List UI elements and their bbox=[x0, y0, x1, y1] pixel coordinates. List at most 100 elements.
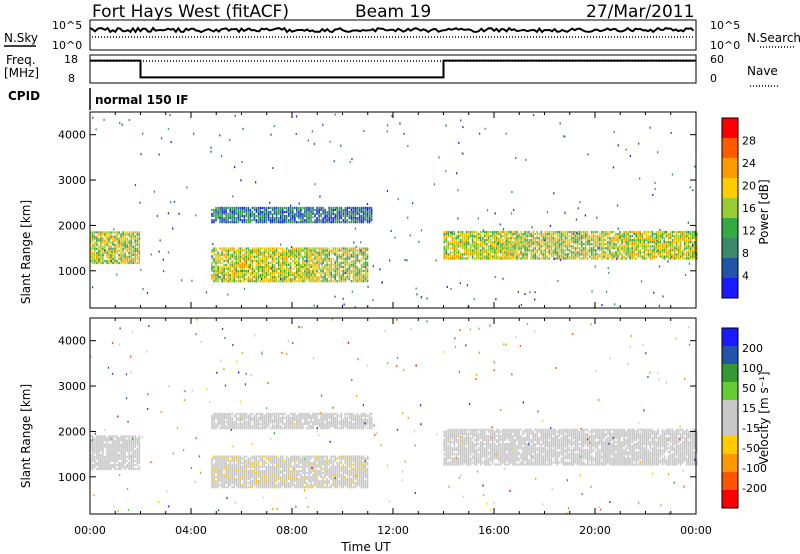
heatmap-cell-1 bbox=[235, 480, 237, 483]
heatmap-cell-0 bbox=[90, 447, 92, 450]
heatmap-cell-1 bbox=[245, 274, 248, 277]
heatmap-cell-2 bbox=[300, 215, 302, 218]
heatmap-cell-0 bbox=[108, 231, 110, 234]
heatmap-cell-4 bbox=[524, 230, 526, 234]
heatmap-cell-1 bbox=[304, 259, 306, 262]
heatmap-cell-2 bbox=[294, 217, 296, 220]
heatmap-cell-4 bbox=[653, 255, 656, 258]
heatmap-cell-0 bbox=[100, 237, 102, 240]
heatmap-cell-1 bbox=[255, 480, 258, 483]
heatmap-cell-4 bbox=[461, 255, 464, 258]
heatmap-cell-1 bbox=[271, 265, 274, 268]
heatmap-cell-4 bbox=[677, 241, 680, 244]
heatmap-cell-1 bbox=[285, 259, 288, 262]
heatmap-cell-1 bbox=[316, 280, 318, 283]
heatmap-cell-4 bbox=[568, 230, 571, 234]
heatmap-cell-1 bbox=[352, 247, 355, 250]
heatmap-cell-1 bbox=[249, 467, 252, 470]
heatmap-cell-4 bbox=[455, 249, 458, 252]
heatmap-cell-2 bbox=[231, 221, 233, 224]
heatmap-cell-4 bbox=[663, 257, 666, 260]
heatmap-cell-4 bbox=[635, 235, 637, 238]
heatmap-cell-1 bbox=[239, 480, 242, 483]
heatmap-cell-noise bbox=[295, 115, 298, 118]
heatmap-cell-0 bbox=[104, 459, 106, 462]
heatmap-cell-1 bbox=[227, 247, 229, 250]
heatmap-cell-1 bbox=[255, 473, 258, 476]
heatmap-cell-1 bbox=[285, 459, 288, 462]
heatmap-cell-1 bbox=[294, 471, 296, 474]
heatmap-cell-4 bbox=[582, 235, 585, 238]
heatmap-cell-0 bbox=[106, 443, 108, 446]
heatmap-cell-1 bbox=[245, 278, 248, 281]
heatmap-cell-1 bbox=[342, 249, 345, 252]
heatmap-cell-1 bbox=[251, 480, 254, 483]
heatmap-cell-4 bbox=[588, 241, 591, 244]
heatmap-cell-4 bbox=[528, 235, 530, 238]
heatmap-cell-1 bbox=[231, 280, 233, 283]
heatmap-cell-1 bbox=[324, 276, 326, 279]
heatmap-cell-1 bbox=[316, 271, 318, 275]
heatmap-cell-0 bbox=[118, 449, 120, 452]
heatmap-cell-1 bbox=[360, 267, 363, 270]
heatmap-cell-1 bbox=[249, 259, 252, 262]
heatmap-cell-0 bbox=[138, 453, 141, 456]
heatmap-cell-1 bbox=[298, 465, 300, 468]
heatmap-cell-1 bbox=[241, 269, 244, 273]
heatmap-cell-1 bbox=[259, 280, 262, 283]
heatmap-cell-1 bbox=[358, 274, 361, 277]
heatmap-cell-4 bbox=[643, 241, 646, 244]
heatmap-cell-0 bbox=[126, 255, 128, 258]
heatmap-cell-4 bbox=[451, 232, 454, 236]
heatmap-cell-1 bbox=[267, 280, 270, 283]
heatmap-cell-1 bbox=[271, 257, 274, 260]
heatmap-cell-4 bbox=[653, 257, 656, 260]
heatmap-cell-4 bbox=[518, 249, 520, 252]
heatmap-cell-noise bbox=[406, 259, 408, 262]
heatmap-cell-1 bbox=[271, 486, 274, 489]
heatmap-cell-4 bbox=[502, 251, 504, 254]
heatmap-cell-1 bbox=[358, 259, 361, 262]
heatmap-cell-2 bbox=[340, 215, 343, 218]
heatmap-cell-4 bbox=[659, 251, 662, 254]
heatmap-cell-noise bbox=[270, 133, 272, 136]
heatmap-cell-4 bbox=[627, 255, 629, 258]
heatmap-cell-1 bbox=[334, 269, 336, 273]
heatmap-cell-1 bbox=[269, 267, 272, 270]
heatmap-cell-1 bbox=[290, 278, 292, 281]
heatmap-cell-1 bbox=[277, 461, 280, 464]
heatmap-cell-1 bbox=[247, 247, 250, 250]
heatmap-cell-1 bbox=[217, 253, 219, 256]
heatmap-cell-1 bbox=[318, 259, 320, 262]
heatmap-cell-1 bbox=[229, 269, 231, 273]
heatmap-cell-1 bbox=[275, 486, 278, 489]
heatmap-cell-4 bbox=[631, 245, 633, 248]
heatmap-cell-noise bbox=[289, 266, 291, 269]
heatmap-cell-0 bbox=[108, 443, 110, 446]
heatmap-cell-4 bbox=[586, 239, 589, 242]
heatmap-cell-1 bbox=[235, 265, 237, 268]
heatmap-cell-4 bbox=[483, 255, 486, 258]
heatmap-cell-2 bbox=[235, 208, 237, 212]
heatmap-cell-0 bbox=[128, 451, 130, 454]
heatmap-cell-1 bbox=[219, 469, 221, 472]
heatmap-cell-2 bbox=[298, 215, 300, 218]
heatmap-cell-4 bbox=[657, 230, 660, 234]
heatmap-cell-1 bbox=[364, 261, 367, 264]
heatmap-cell-1 bbox=[312, 280, 314, 283]
heatmap-cell-2 bbox=[239, 219, 242, 222]
heatmap-cell-noise bbox=[104, 249, 106, 252]
heatmap-cell-4 bbox=[633, 249, 635, 252]
heatmap-cell-0 bbox=[120, 443, 122, 446]
heatmap-cell-4 bbox=[522, 251, 524, 254]
heatmap-cell-0 bbox=[120, 465, 122, 469]
heatmap-cell-1 bbox=[243, 274, 246, 277]
heatmap-cell-4 bbox=[677, 235, 680, 238]
heatmap-cell-4 bbox=[500, 237, 502, 240]
heatmap-cell-4 bbox=[667, 239, 670, 242]
heatmap-cell-noise bbox=[272, 167, 274, 170]
heatmap-cell-4 bbox=[540, 230, 543, 234]
heatmap-cell-4 bbox=[502, 245, 504, 248]
heatmap-cell-4 bbox=[673, 253, 676, 256]
heatmap-cell-0 bbox=[130, 245, 132, 248]
